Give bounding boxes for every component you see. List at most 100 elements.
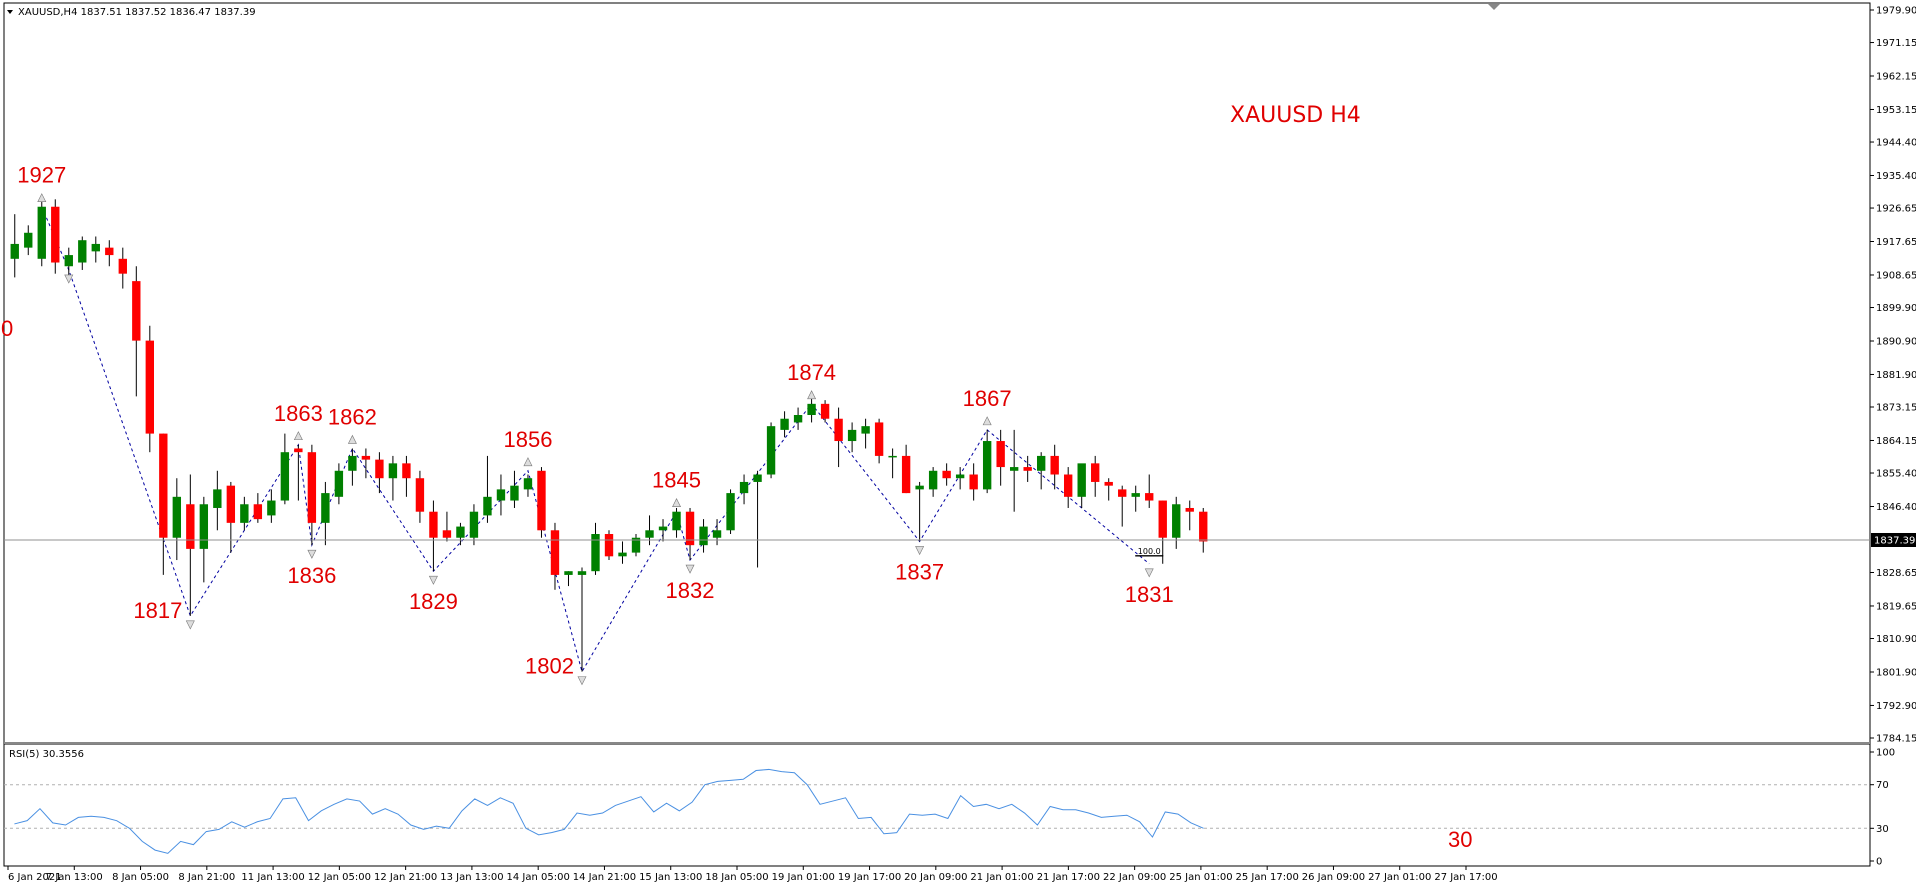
candle-up (699, 526, 708, 546)
candle-down (145, 340, 154, 434)
candle-up (1036, 455, 1046, 471)
candle-down (105, 247, 114, 256)
scroll-marker-icon[interactable] (1488, 4, 1500, 10)
candle-up (861, 426, 870, 434)
time-tick-label: 21 Jan 01:00 (970, 872, 1033, 883)
symbol-dropdown-icon[interactable] (7, 10, 13, 14)
candle-up (766, 426, 776, 475)
annotations-layer: 1927 1817 1863 1836 1862 1829 1856 1802 1845 1832… (17, 163, 1173, 679)
rsi-tick-label: 70 (1876, 780, 1889, 791)
candle-down (1185, 507, 1194, 512)
fractal-up-icon (37, 193, 47, 203)
candle-down (1091, 463, 1100, 482)
time-tick-label: 11 Jan 13:00 (241, 872, 304, 883)
candle-down (550, 530, 560, 575)
price-tick-label: 1890.90 (1876, 336, 1916, 347)
pivot-annotation: 1845 (652, 468, 701, 493)
price-tick-label: 1926.65 (1876, 204, 1916, 215)
candle-up (618, 552, 627, 557)
candle-up (807, 403, 816, 416)
candle-up (1131, 493, 1140, 497)
candle-down (1145, 493, 1154, 501)
candle-down (537, 470, 546, 531)
candle-up (78, 240, 87, 263)
candle-up (240, 504, 249, 523)
pivot-annotation: 1829 (409, 589, 458, 614)
time-tick-label: 18 Jan 05:00 (705, 872, 768, 883)
candle-up (10, 243, 19, 259)
candle-up (496, 489, 506, 501)
candle-up (1009, 467, 1019, 471)
candle-up (631, 537, 641, 553)
candle-up (91, 243, 100, 252)
candle-down (294, 448, 303, 453)
candle-down (874, 422, 884, 456)
fractal-down-icon (577, 676, 587, 686)
time-tick-label: 22 Jan 09:00 (1103, 872, 1166, 883)
candle-up (199, 504, 209, 549)
candle-up (388, 463, 398, 479)
pivot-annotation: 1856 (503, 427, 552, 452)
time-tick-label: 19 Jan 17:00 (838, 872, 901, 883)
time-tick-label: 25 Jan 01:00 (1169, 872, 1232, 883)
rsi-label: RSI(5) 30.3556 (9, 749, 84, 760)
pivot-annotation: 1831 (1125, 582, 1174, 607)
candle-up (753, 474, 762, 482)
candle-up (37, 206, 46, 259)
time-tick-label: 19 Jan 01:00 (772, 872, 835, 883)
fractal-up-icon (982, 416, 992, 426)
price-tick-label: 1792.90 (1876, 701, 1916, 712)
candle-down (901, 455, 911, 494)
candle-up (280, 452, 290, 501)
candle-down (1050, 455, 1059, 475)
rsi-tick-label: 30 (1876, 824, 1889, 835)
time-tick-label: 15 Jan 13:00 (639, 872, 702, 883)
edge-annotation: 0 (1, 316, 13, 341)
price-tick-label: 1908.65 (1876, 270, 1916, 281)
pivot-annotation: 1802 (525, 654, 574, 679)
candle-up (726, 493, 735, 531)
time-tick-label: 21 Jan 17:00 (1037, 872, 1100, 883)
time-tick-label: 12 Jan 21:00 (374, 872, 437, 883)
rsi-tick-label: 0 (1876, 857, 1882, 868)
price-tick-label: 1846.40 (1876, 502, 1916, 513)
pivot-annotation: 1837 (895, 559, 944, 584)
price-tick-label: 1819.65 (1876, 601, 1916, 612)
pivot-annotation: 1862 (328, 404, 377, 429)
candle-up (483, 496, 492, 516)
price-tick-label: 1864.15 (1876, 436, 1916, 447)
zigzag-line (41, 206, 1150, 673)
candle-down (442, 530, 452, 538)
candle-up (888, 455, 897, 458)
candle-up (334, 470, 344, 497)
candle-down (51, 206, 60, 263)
time-tick-label: 14 Jan 05:00 (507, 872, 570, 883)
price-tick-label: 1784.15 (1876, 734, 1916, 745)
price-tick-label: 1881.90 (1876, 370, 1916, 381)
candle-up (213, 489, 222, 508)
candle-down (307, 452, 317, 523)
candle-down (226, 485, 236, 523)
candle-up (847, 429, 857, 442)
time-tick-label: 8 Jan 21:00 (178, 872, 235, 883)
fractal-down-icon (915, 546, 925, 556)
fractal-down-icon (1144, 568, 1154, 578)
candle-down (996, 441, 1005, 468)
candle-up (348, 455, 357, 471)
candle-down (1199, 511, 1208, 542)
fractal-arrows-layer (37, 193, 1154, 686)
candle-up (523, 478, 533, 490)
fractal-up-icon (807, 390, 817, 400)
candle-up (712, 530, 722, 538)
fractal-down-icon (64, 274, 74, 284)
candle-down (253, 504, 263, 520)
time-tick-label: 7 Jan 13:00 (46, 872, 103, 883)
time-tick-label: 8 Jan 05:00 (112, 872, 169, 883)
candle-down (361, 455, 371, 460)
candle-down (186, 504, 195, 549)
price-tick-label: 1962.15 (1876, 72, 1916, 83)
chart-title-overlay: XAUUSD H4 (1230, 103, 1361, 128)
